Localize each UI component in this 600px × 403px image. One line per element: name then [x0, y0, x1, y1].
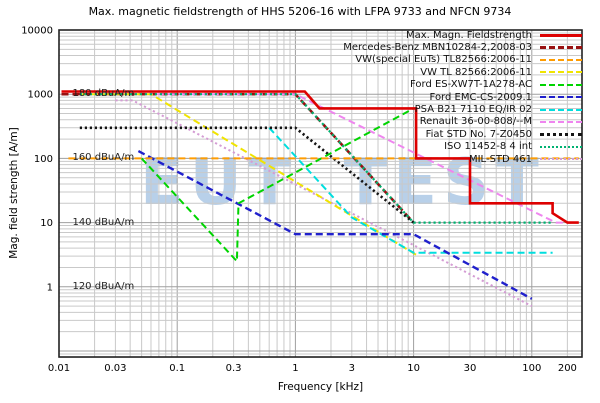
legend-label: Mercedes-Benz MBN10284-2,2008-03 — [343, 42, 532, 54]
annotation-120-dbua-m: 120 dBuA/m — [72, 280, 135, 292]
series-mil-std-461 — [115, 99, 533, 307]
legend-label: Ford EMC-CS-2009.1 — [429, 91, 532, 103]
x-tick-label: 3 — [349, 363, 355, 374]
legend-label: ISO 11452-8 4 int — [444, 141, 532, 153]
y-tick-label: 10 — [40, 218, 53, 229]
x-tick-label: 0.03 — [104, 363, 126, 374]
chart-title: Max. magnetic fieldstrength of HHS 5206-… — [88, 5, 512, 18]
legend-item-ford-es-xw7t: Ford ES-XW7T-1A278-AC — [343, 79, 582, 91]
x-tick-label: 0.1 — [169, 363, 185, 374]
legend-item-renault-36-00-808: Renault 36-00-808/--M — [343, 116, 582, 128]
x-tick-label: 30 — [464, 363, 477, 374]
legend-item-fiat-std-7-z0450: Fiat STD No. 7-Z0450 — [343, 128, 582, 140]
legend-line-sample — [540, 158, 582, 161]
legend-line-sample — [540, 108, 582, 111]
y-tick-label: 10000 — [21, 26, 53, 37]
legend-label: MIL-STD 461 — [468, 153, 532, 165]
legend-item-mercedes-mbn10284: Mercedes-Benz MBN10284-2,2008-03 — [343, 41, 582, 53]
y-axis-label: Mag. field strength [A/m] — [8, 127, 20, 259]
y-tick-label: 100 — [34, 154, 53, 165]
y-tick-labels: 10000 1000 100 10 1 — [21, 26, 53, 294]
legend-label: VW TL 82566:2006-11 — [420, 66, 532, 78]
legend-line-sample — [540, 46, 582, 50]
legend-label: Fiat STD No. 7-Z0450 — [425, 128, 532, 140]
series-ford-es-xw7t — [140, 107, 415, 264]
legend-item-iso-11452-8: ISO 11452-8 4 int — [343, 141, 582, 153]
plot-frame — [58, 29, 583, 358]
x-tick-label: 100 — [522, 363, 541, 374]
y-tick-label: 1000 — [28, 90, 53, 101]
legend-item-max-magn-fieldstrength: Max. Magn. Fieldstrength — [343, 29, 582, 41]
legend-label: Max. Magn. Fieldstrength — [405, 29, 532, 41]
legend-line-sample — [540, 96, 582, 99]
legend-line-sample — [540, 58, 582, 61]
legend: Max. Magn. Fieldstrength Mercedes-Benz MB… — [343, 29, 582, 165]
legend-line-sample — [540, 71, 582, 74]
x-tick-label: 0.3 — [226, 363, 242, 374]
legend-line-sample — [540, 120, 582, 123]
annotation-180-dbua-m: 180 dBuA/m — [72, 88, 135, 100]
series-fiat-std-7-z0450 — [79, 126, 415, 224]
legend-line-sample — [540, 83, 582, 86]
y-tick-label: 1 — [47, 282, 53, 293]
annotation-160-dbua-m: 160 dBuA/m — [72, 152, 135, 164]
x-tick-label: 0.01 — [48, 363, 70, 374]
legend-label: VW(special EuTs) TL82566:2006-11 — [355, 54, 532, 66]
x-tick-labels: 0.01 0.03 0.1 0.3 1 3 10 30 100 200 — [48, 363, 577, 374]
legend-label: Ford ES-XW7T-1A278-AC — [410, 79, 532, 91]
legend-item-psa-b21-7110: PSA B21 7110 EQ/IR 02 — [343, 103, 582, 115]
x-tick-label: 200 — [558, 363, 577, 374]
legend-item-vw-tl82566: VW TL 82566:2006-11 — [343, 66, 582, 78]
annotation-140-dbua-m: 140 dBuA/m — [72, 216, 135, 228]
legend-label: Renault 36-00-808/--M — [419, 116, 532, 128]
legend-item-mil-std-461: MIL-STD 461 — [343, 153, 582, 165]
legend-item-ford-emc-cs: Ford EMC-CS-2009.1 — [343, 91, 582, 103]
legend-line-sample — [540, 132, 582, 136]
legend-line-sample — [540, 145, 582, 148]
series-lines — [61, 90, 579, 307]
legend-line-sample — [540, 33, 582, 37]
series-ford-emc-cs — [137, 150, 533, 300]
legend-label: PSA B21 7110 EQ/IR 02 — [414, 104, 532, 116]
x-axis-label: Frequency [kHz] — [277, 381, 364, 393]
x-tick-label: 10 — [407, 363, 420, 374]
legend-item-vw-special-tl82566: VW(special EuTs) TL82566:2006-11 — [343, 54, 582, 66]
x-tick-label: 1 — [292, 363, 298, 374]
series-max-magn-fieldstrength — [61, 90, 579, 224]
